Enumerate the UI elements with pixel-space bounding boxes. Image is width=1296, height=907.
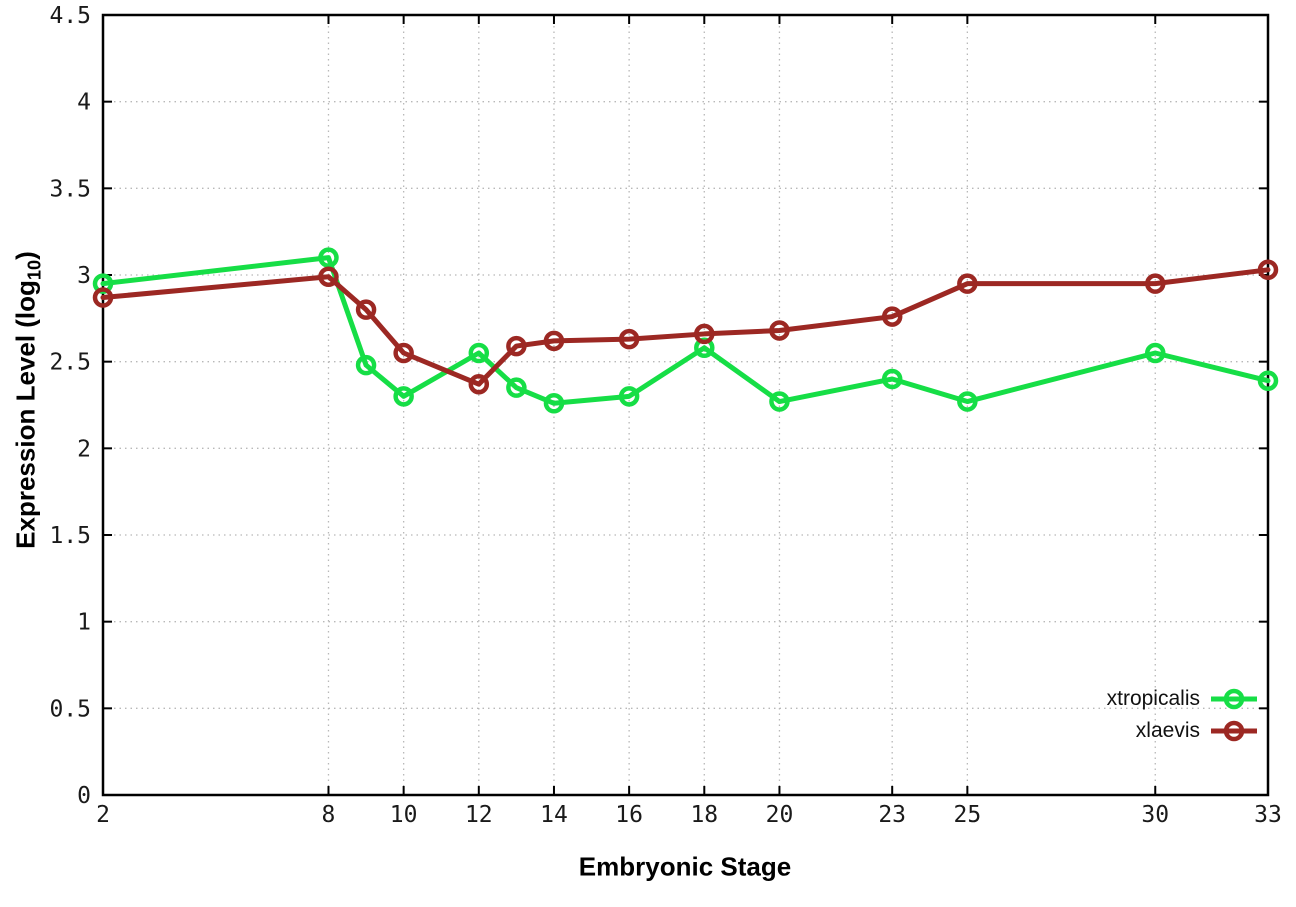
data-point-xlaevis bbox=[694, 323, 715, 345]
data-point-xlaevis bbox=[393, 342, 414, 364]
data-point-xtropicalis bbox=[1257, 370, 1279, 391]
y-tick-label: 4 bbox=[77, 90, 91, 116]
axis-ticks: 2 8 10 12 14 16 18 20 23 25 30 33 0 0.5 1 1.5 2 2.5 3 3.5 4 4… bbox=[49, 3, 1281, 828]
y-tick-label: 2.5 bbox=[49, 350, 91, 376]
x-tick-label: 20 bbox=[766, 802, 794, 828]
x-tick-label: 12 bbox=[465, 802, 493, 828]
data-point-xtropicalis bbox=[618, 386, 640, 407]
data-point-xlaevis bbox=[1145, 273, 1166, 294]
x-tick-label: 14 bbox=[540, 802, 568, 828]
data-point-xtropicalis bbox=[318, 247, 339, 268]
y-tick-label: 3 bbox=[77, 263, 91, 289]
data-point-xlaevis bbox=[881, 306, 903, 327]
gridlines bbox=[103, 15, 1268, 795]
x-axis-title: Embryonic Stage bbox=[578, 851, 792, 882]
data-point-xtropicalis bbox=[769, 391, 790, 412]
data-point-xtropicalis bbox=[543, 393, 565, 414]
data-point-xtropicalis bbox=[506, 377, 527, 398]
y-axis-title-text: Expression Level (log bbox=[10, 280, 41, 549]
y-tick-label: 0 bbox=[77, 783, 91, 809]
x-tick-label: 30 bbox=[1141, 802, 1169, 828]
legend: xtropicalis xlaevis bbox=[1107, 683, 1258, 747]
data-point-xtropicalis bbox=[881, 368, 903, 390]
x-tick-label: 18 bbox=[690, 802, 718, 828]
plot-border bbox=[101, 13, 1270, 797]
y-tick-label: 3.5 bbox=[49, 176, 91, 202]
y-tick-label: 1.5 bbox=[49, 523, 91, 549]
data-point-xlaevis bbox=[1257, 259, 1279, 281]
x-tick-label: 8 bbox=[322, 802, 336, 828]
y-tick-label: 2 bbox=[77, 436, 91, 462]
data-point-xlaevis bbox=[468, 373, 490, 395]
data-point-xlaevis bbox=[318, 266, 339, 287]
legend-marker-xtropicalis-icon bbox=[1211, 688, 1257, 710]
data-point-xlaevis bbox=[543, 330, 565, 352]
x-tick-label: 25 bbox=[954, 802, 982, 828]
data-point-xtropicalis bbox=[468, 342, 490, 364]
x-tick-label: 2 bbox=[96, 802, 110, 828]
legend-label-xlaevis: xlaevis bbox=[1135, 719, 1200, 742]
data-point-xlaevis bbox=[355, 299, 377, 320]
x-tick-label: 16 bbox=[615, 802, 643, 828]
y-axis-title-suffix: ) bbox=[10, 251, 41, 260]
data-point-xlaevis bbox=[957, 273, 978, 294]
legend-item-xlaevis: xlaevis bbox=[1107, 715, 1258, 747]
x-tick-label: 33 bbox=[1254, 802, 1282, 828]
data-point-xlaevis bbox=[506, 335, 527, 357]
data-point-xtropicalis bbox=[355, 354, 377, 376]
legend-label-xtropicalis: xtropicalis bbox=[1106, 687, 1200, 710]
legend-marker-xlaevis-icon bbox=[1211, 720, 1257, 742]
x-tick-label: 23 bbox=[878, 802, 906, 828]
y-tick-label: 1 bbox=[77, 610, 91, 636]
data-point-xtropicalis bbox=[957, 391, 978, 412]
series-xlaevis bbox=[92, 259, 1279, 395]
y-tick-label: 4.5 bbox=[49, 3, 91, 29]
data-point-xtropicalis bbox=[1145, 342, 1166, 364]
data-point-xlaevis bbox=[92, 287, 114, 308]
legend-item-xtropicalis: xtropicalis bbox=[1107, 683, 1258, 715]
y-axis-title-subscript: 10 bbox=[24, 259, 45, 281]
data-point-xlaevis bbox=[618, 328, 640, 350]
x-tick-label: 10 bbox=[390, 802, 418, 828]
data-point-xtropicalis bbox=[393, 386, 414, 407]
y-axis-title: Expression Level (log10) bbox=[10, 251, 45, 549]
series-xtropicalis bbox=[92, 247, 1279, 414]
y-tick-label: 0.5 bbox=[49, 696, 91, 722]
data-point-xlaevis bbox=[769, 320, 790, 341]
